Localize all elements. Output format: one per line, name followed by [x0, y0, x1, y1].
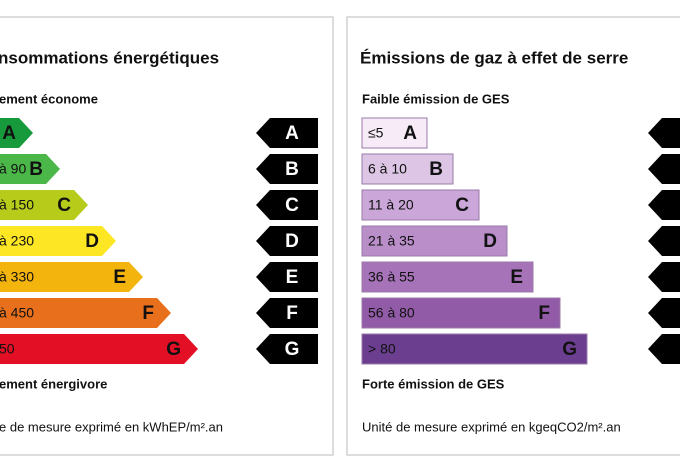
ges-bar: [361, 297, 561, 329]
energy-bar: [0, 190, 88, 220]
bar-range: à 450: [0, 305, 34, 321]
class-arrow: [256, 226, 318, 256]
ges-bar: [361, 333, 588, 365]
bar-letter: G: [562, 339, 577, 360]
bar-range: à 90: [0, 161, 26, 177]
energy-bar: [0, 262, 143, 292]
arrow-letter: A: [285, 123, 299, 144]
bar-range: 6 à 10: [368, 161, 407, 177]
bar-letter: E: [510, 267, 523, 288]
class-arrow: [256, 334, 318, 364]
bar-letter: D: [483, 231, 497, 252]
right-bottom-label: Forte émission de GES: [362, 376, 505, 391]
ges-bar: [361, 261, 534, 293]
bar-letter: E: [113, 267, 126, 288]
ges-bar: [361, 189, 480, 221]
bar-letter: C: [455, 195, 469, 216]
right-unit: Unité de mesure exprimé en kgeqCO2/m².an: [362, 419, 621, 434]
right-title: Émissions de gaz à effet de serre: [360, 48, 628, 67]
class-arrow: [256, 298, 318, 328]
bar-letter: A: [403, 123, 417, 144]
arrow-letter: C: [285, 195, 299, 216]
left-title: nsommations énergétiques: [0, 48, 219, 67]
right-edge-arrows: [648, 118, 680, 364]
class-arrow: [256, 190, 318, 220]
ges-bar: [361, 225, 508, 257]
class-arrow: [256, 118, 318, 148]
arrow-letter: B: [285, 159, 299, 180]
energy-bar: [0, 298, 171, 328]
bar-range: > 80: [368, 341, 396, 357]
bar-letter: C: [57, 195, 71, 216]
energy-bar: [0, 334, 198, 364]
bar-range: 36 à 55: [368, 269, 415, 285]
bar-letter: F: [538, 303, 550, 324]
bar-letter: B: [29, 159, 43, 180]
class-arrow: [256, 154, 318, 184]
class-arrow: [256, 262, 318, 292]
bar-range: à 150: [0, 197, 34, 213]
arrow-letter: G: [285, 339, 300, 360]
bar-range: à 330: [0, 269, 34, 285]
bar-range: 50: [0, 341, 15, 357]
bar-letter: F: [142, 303, 154, 324]
bar-range: 11 à 20: [368, 197, 414, 213]
right-top-label: Faible émission de GES: [362, 91, 510, 106]
ges-bar: [361, 117, 428, 149]
bar-letter: A: [2, 123, 16, 144]
bar-range: 21 à 35: [368, 233, 415, 249]
bar-range: 56 à 80: [368, 305, 415, 321]
energy-bar: [0, 154, 60, 184]
bar-letter: B: [429, 159, 443, 180]
energy-bar: [0, 118, 33, 148]
bar-range: ≤5: [368, 125, 384, 141]
bar-range: à 230: [0, 233, 34, 249]
arrow-letter: F: [286, 303, 298, 324]
bar-letter: D: [85, 231, 99, 252]
arrow-letter: E: [286, 267, 299, 288]
left-bottom-label: ement énergivore: [0, 376, 107, 391]
energy-bar: [0, 226, 116, 256]
left-top-label: ement économe: [0, 91, 98, 106]
arrow-letter: D: [285, 231, 299, 252]
left-unit: e de mesure exprimé en kWhEP/m².an: [0, 419, 223, 434]
bar-letter: G: [166, 339, 181, 360]
ges-bar: [361, 153, 454, 185]
